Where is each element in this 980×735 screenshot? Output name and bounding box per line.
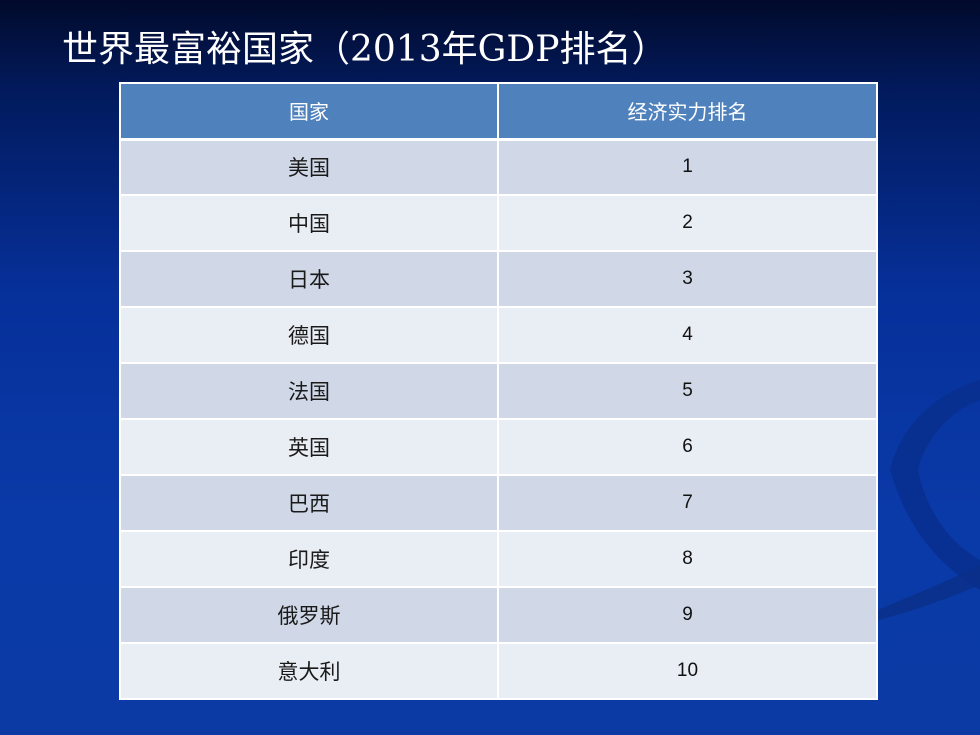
country-cell: 巴西 bbox=[119, 474, 499, 532]
table-row: 日本 3 bbox=[119, 250, 878, 308]
column-header-country: 国家 bbox=[119, 82, 499, 140]
table-row: 印度 8 bbox=[119, 530, 878, 588]
table-row: 俄罗斯 9 bbox=[119, 586, 878, 644]
rank-cell: 3 bbox=[497, 250, 878, 308]
country-cell: 印度 bbox=[119, 530, 499, 588]
country-cell: 中国 bbox=[119, 194, 499, 252]
table-row: 法国 5 bbox=[119, 362, 878, 420]
rank-cell: 4 bbox=[497, 306, 878, 364]
country-cell: 法国 bbox=[119, 362, 499, 420]
gdp-ranking-table: 国家 经济实力排名 美国 1 中国 2 日本 3 德国 4 法国 bbox=[119, 82, 878, 700]
country-cell: 美国 bbox=[119, 138, 499, 196]
page-title: 世界最富裕国家（2013年GDP排名） bbox=[62, 29, 668, 70]
table-row: 意大利 10 bbox=[119, 642, 878, 700]
table-row: 中国 2 bbox=[119, 194, 878, 252]
ranking-table: 国家 经济实力排名 美国 1 中国 2 日本 3 德国 4 法国 bbox=[119, 82, 878, 700]
country-cell: 俄罗斯 bbox=[119, 586, 499, 644]
rank-cell: 5 bbox=[497, 362, 878, 420]
table-row: 英国 6 bbox=[119, 418, 878, 476]
table-row: 德国 4 bbox=[119, 306, 878, 364]
rank-cell: 7 bbox=[497, 474, 878, 532]
rank-cell: 6 bbox=[497, 418, 878, 476]
column-header-rank: 经济实力排名 bbox=[497, 82, 878, 140]
country-cell: 意大利 bbox=[119, 642, 499, 700]
country-cell: 德国 bbox=[119, 306, 499, 364]
table-row: 美国 1 bbox=[119, 138, 878, 196]
rank-cell: 2 bbox=[497, 194, 878, 252]
country-cell: 日本 bbox=[119, 250, 499, 308]
table-row: 巴西 7 bbox=[119, 474, 878, 532]
table-header-row: 国家 经济实力排名 bbox=[119, 82, 878, 140]
rank-cell: 10 bbox=[497, 642, 878, 700]
rank-cell: 1 bbox=[497, 138, 878, 196]
rank-cell: 9 bbox=[497, 586, 878, 644]
country-cell: 英国 bbox=[119, 418, 499, 476]
rank-cell: 8 bbox=[497, 530, 878, 588]
